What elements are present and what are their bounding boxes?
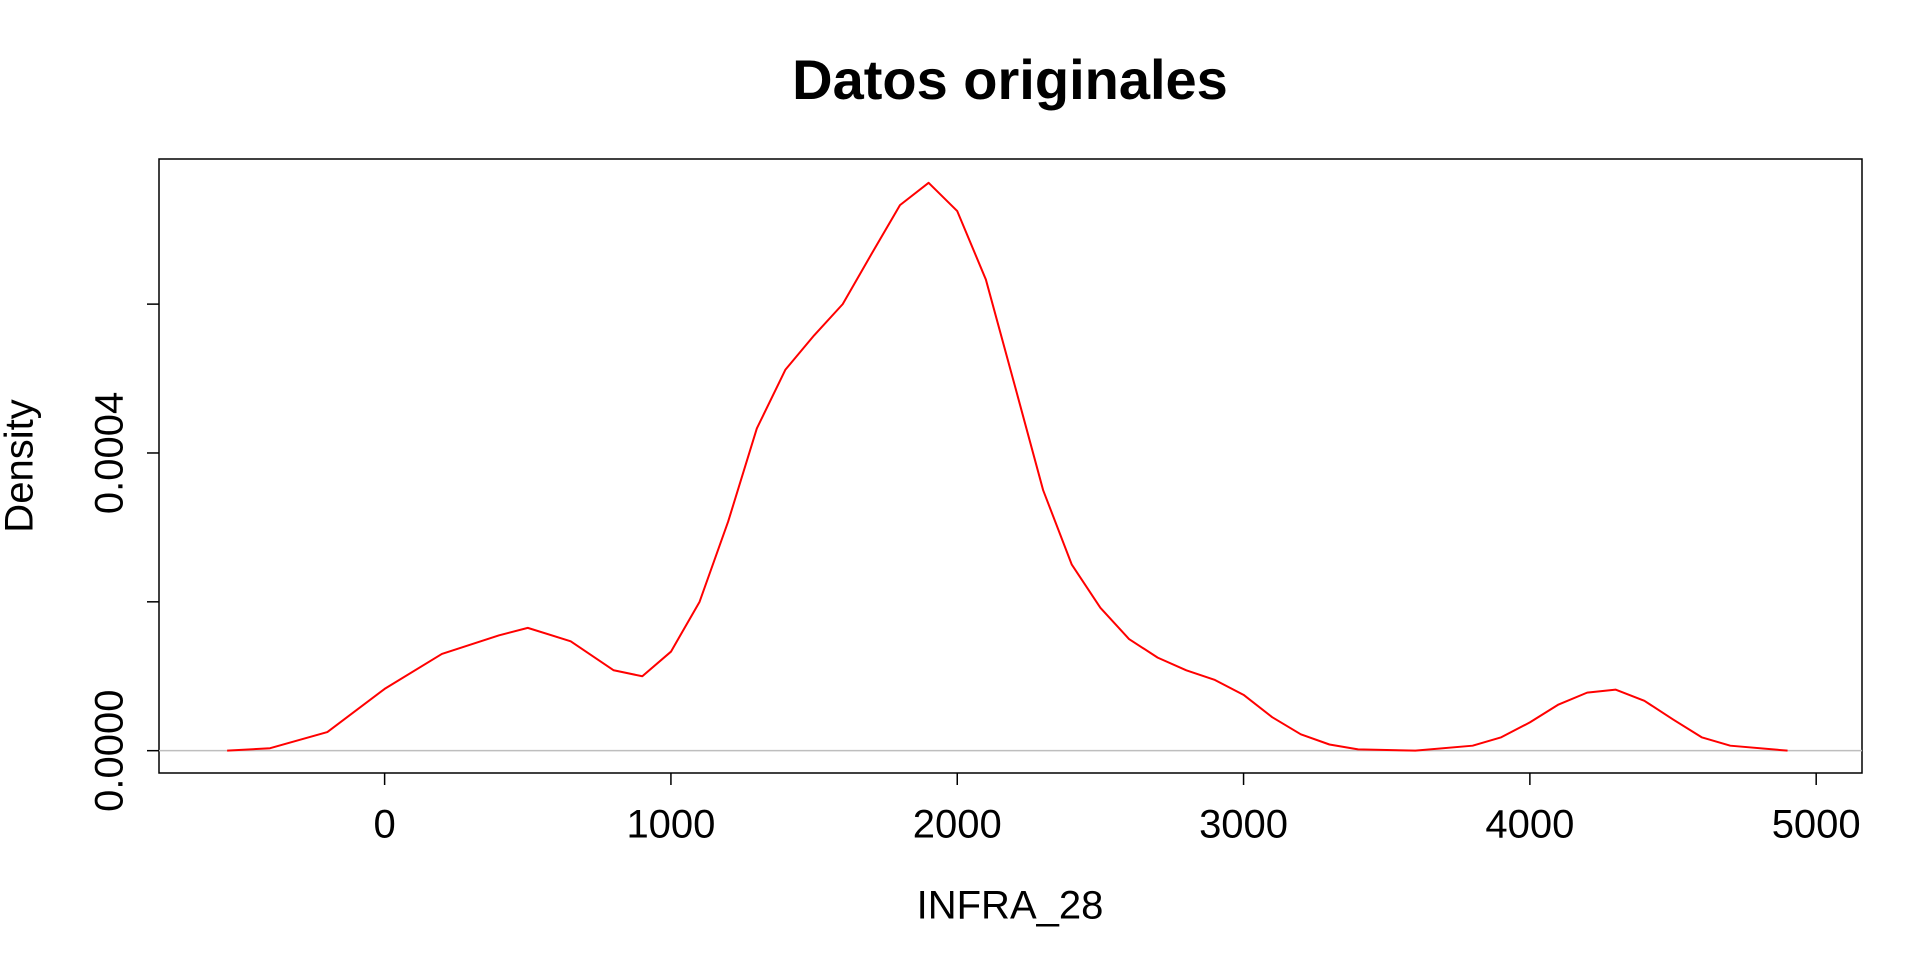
x-tick-label: 3000 bbox=[1199, 803, 1288, 847]
chart-title: Datos originales bbox=[792, 48, 1228, 111]
y-tick-label: 0.0004 bbox=[88, 392, 132, 514]
x-tick-label: 0 bbox=[373, 803, 395, 847]
plot-box bbox=[158, 158, 1863, 774]
x-tick-label: 2000 bbox=[913, 803, 1002, 847]
density-line bbox=[227, 181, 1788, 752]
x-tick-label: 4000 bbox=[1485, 803, 1574, 847]
y-tick-label: 0.0000 bbox=[88, 690, 132, 812]
x-axis-label: INFRA_28 bbox=[917, 884, 1104, 928]
x-tick-label: 5000 bbox=[1772, 803, 1861, 847]
x-tick-label: 1000 bbox=[626, 803, 715, 847]
y-axis-label: Density bbox=[0, 399, 42, 532]
